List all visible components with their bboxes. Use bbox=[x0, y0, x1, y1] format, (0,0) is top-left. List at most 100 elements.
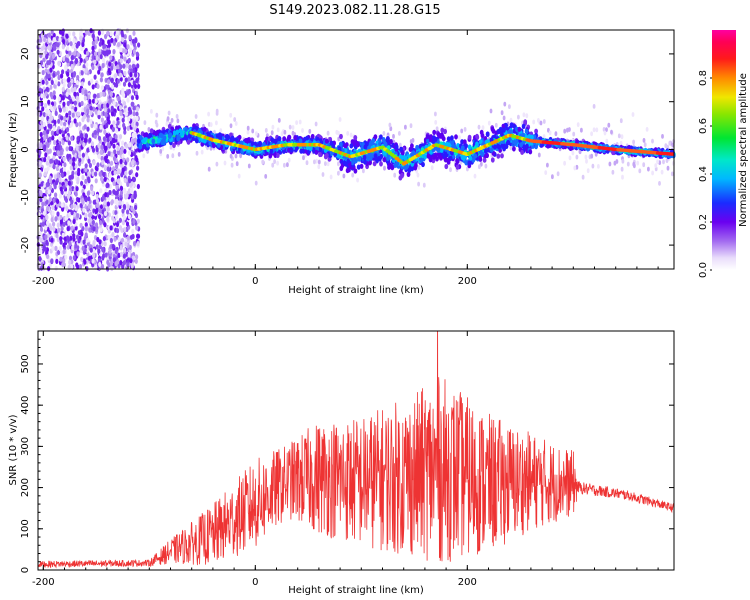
spectrogram-point bbox=[67, 77, 71, 83]
spectrogram-point bbox=[301, 128, 304, 133]
spectrogram-point bbox=[105, 122, 109, 128]
spectrogram-point bbox=[132, 219, 136, 225]
spectrogram-point bbox=[113, 236, 117, 242]
spectrogram-point bbox=[111, 243, 115, 250]
spectrogram-point bbox=[89, 28, 93, 34]
spectrogram-point bbox=[112, 49, 116, 55]
spectrogram-point bbox=[132, 209, 136, 215]
spectrogram-point bbox=[54, 265, 58, 271]
spectrogram-point bbox=[167, 110, 171, 116]
spectrogram-point bbox=[74, 106, 78, 112]
spectrogram-point bbox=[597, 164, 600, 169]
spectrogram-point bbox=[39, 142, 43, 148]
spectrogram-point bbox=[49, 184, 53, 191]
spectrogram-point bbox=[52, 155, 56, 161]
spectrogram-point bbox=[537, 118, 540, 123]
spectrogram-point bbox=[98, 239, 102, 245]
spectrogram-point bbox=[105, 183, 109, 189]
spectrogram-point bbox=[479, 161, 483, 167]
spectrogram-point bbox=[57, 227, 61, 233]
spectrogram-point bbox=[80, 180, 84, 186]
spectrogram-point bbox=[500, 110, 504, 116]
spectrogram-point bbox=[62, 101, 66, 107]
spectrogram-point bbox=[64, 65, 68, 71]
spectrogram-point bbox=[114, 210, 118, 216]
spectrogram-point bbox=[115, 29, 119, 35]
spectrogram-point bbox=[71, 149, 76, 155]
spectrogram-point bbox=[56, 129, 60, 135]
spectrogram-point bbox=[404, 124, 407, 130]
spectrogram-point bbox=[104, 157, 108, 163]
spectrogram-point bbox=[65, 33, 69, 39]
spectrogram-point bbox=[102, 171, 106, 177]
spectrogram-point bbox=[573, 165, 577, 171]
spectrogram-point bbox=[126, 235, 131, 241]
spectrogram-point bbox=[119, 245, 123, 251]
spectrogram-point bbox=[65, 91, 69, 97]
spectrogram-point bbox=[53, 94, 57, 100]
spectrogram-point bbox=[580, 127, 583, 133]
spectrogram-point bbox=[120, 30, 124, 36]
spectrogram-point bbox=[48, 37, 52, 44]
spectrogram-point bbox=[651, 170, 654, 176]
spectrogram-point bbox=[136, 63, 140, 69]
spectrogram-point bbox=[80, 132, 84, 138]
spectrogram-point bbox=[127, 76, 131, 82]
spectrogram-point bbox=[417, 165, 421, 170]
spectrogram-point bbox=[98, 214, 102, 220]
spectrogram-point bbox=[466, 166, 469, 172]
spectrogram-point bbox=[435, 126, 439, 132]
spectrogram-point bbox=[117, 236, 121, 242]
spectrogram-point bbox=[485, 131, 490, 137]
spectrogram-point bbox=[99, 124, 103, 130]
spectrogram-point bbox=[135, 254, 139, 260]
spectrogram-point bbox=[110, 105, 114, 111]
spectrogram-point bbox=[523, 119, 528, 125]
spectrogram-point bbox=[121, 220, 125, 226]
spectrogram-point bbox=[72, 156, 76, 163]
spectrogram-point bbox=[65, 135, 69, 141]
spectrogram-point bbox=[207, 111, 211, 117]
spectrogram-point bbox=[122, 157, 126, 163]
spectrogram-point bbox=[129, 109, 133, 115]
spectrogram-point bbox=[132, 111, 136, 117]
spectrogram-point bbox=[109, 237, 113, 244]
spectrogram-point bbox=[651, 138, 654, 144]
spectrogram-point bbox=[91, 64, 95, 71]
spectrogram-point bbox=[95, 193, 99, 199]
spectrogram-point bbox=[65, 127, 70, 133]
spectrogram-point bbox=[605, 138, 609, 144]
spectrogram-point bbox=[56, 70, 60, 76]
spectrogram-point bbox=[626, 161, 630, 167]
spectrogram-point bbox=[125, 62, 129, 69]
spectrogram-point bbox=[50, 217, 54, 223]
spectrogram-point bbox=[93, 123, 98, 129]
spectrogram-point bbox=[70, 225, 74, 231]
spectrogram-point bbox=[49, 84, 53, 90]
spectrogram-point bbox=[91, 98, 96, 104]
spectrogram-point bbox=[286, 162, 289, 168]
spectrogram-point bbox=[75, 234, 80, 240]
spectrogram-point bbox=[68, 81, 72, 87]
spectrogram-point bbox=[487, 120, 491, 126]
spectrogram-point bbox=[62, 56, 66, 62]
spectrogram-point bbox=[223, 160, 227, 166]
spectrogram-point bbox=[382, 157, 387, 163]
spectrogram-point bbox=[575, 164, 579, 170]
spectrogram-point bbox=[326, 161, 330, 167]
spectrogram-point bbox=[39, 248, 43, 255]
spectrogram-point bbox=[56, 202, 60, 208]
spectrogram-point bbox=[66, 226, 70, 232]
spectrogram-point bbox=[548, 130, 552, 136]
spectrogram-point bbox=[66, 71, 70, 77]
spectrogram-point bbox=[80, 231, 84, 237]
spectrogram-point bbox=[219, 128, 223, 134]
spectrogram-point bbox=[491, 128, 496, 134]
spectrogram-point bbox=[68, 110, 72, 116]
spectrogram-point bbox=[71, 96, 75, 102]
spectrogram-point bbox=[54, 174, 58, 180]
spectrogram-point bbox=[76, 74, 80, 81]
spectrogram-point bbox=[70, 264, 74, 270]
spectrogram-point bbox=[63, 162, 67, 168]
spectrogram-point bbox=[460, 139, 464, 145]
